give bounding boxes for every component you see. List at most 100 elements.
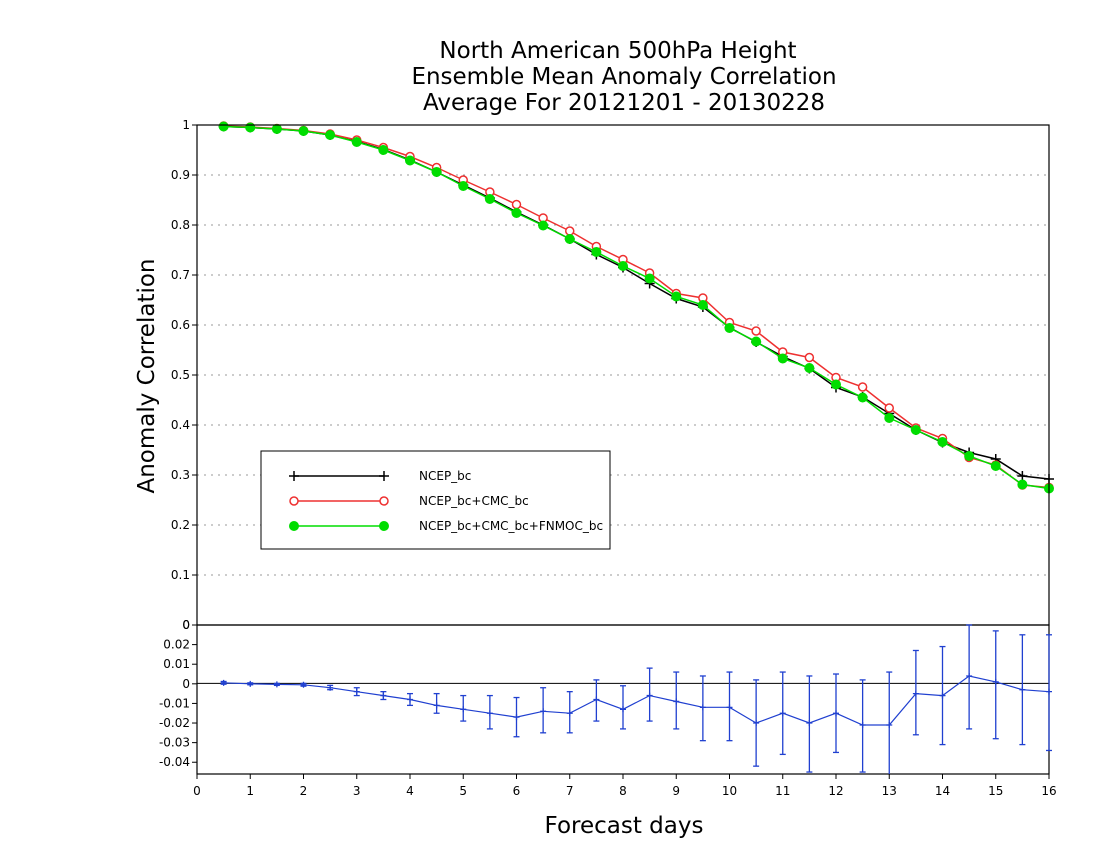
data-point: [910, 425, 921, 435]
data-point: [671, 291, 682, 302]
y-tick-label: 0: [182, 618, 190, 632]
data-point: [884, 403, 894, 413]
y-tick-label: 0: [182, 618, 190, 632]
data-point: [511, 199, 522, 210]
x-tick-label: 11: [775, 784, 790, 798]
data-point: [458, 181, 469, 191]
data-point: [751, 326, 761, 336]
legend-marker: [289, 496, 299, 506]
x-tick-label: 5: [459, 784, 467, 798]
y-tick-label: 0.7: [171, 268, 190, 282]
difference-point: [540, 708, 547, 715]
difference-point: [833, 710, 839, 717]
data-point: [857, 392, 868, 403]
y-axis-label: Anomaly Correlation: [134, 258, 160, 493]
y-tick-label: -0.01: [159, 696, 190, 710]
difference-point: [380, 692, 387, 699]
data-point: [564, 234, 575, 244]
difference-point: [992, 678, 999, 685]
legend-marker: [379, 521, 389, 531]
difference-point: [912, 690, 919, 697]
x-tick-label: 8: [619, 784, 627, 798]
data-point: [271, 124, 282, 134]
legend-items: NCEP_bc NCEP_bc+CMC_bc NCEP_bc+CMC_bc+FNMO…: [289, 469, 603, 533]
difference-point: [620, 706, 626, 713]
data-point: [591, 247, 602, 257]
series-line: [223, 125, 1050, 489]
difference-point: [1019, 686, 1026, 693]
difference-point: [247, 680, 254, 687]
legend-label: NCEP_bc+CMC_bc: [419, 494, 529, 508]
y-tick-label: 0.9: [171, 168, 190, 182]
difference-point: [486, 710, 493, 717]
data-point: [298, 126, 309, 136]
data-point: [1017, 479, 1028, 490]
legend-item: NCEP_bc+CMC_bc: [289, 494, 529, 508]
difference-point: [460, 706, 467, 713]
data-point: [751, 336, 762, 347]
difference-point: [273, 681, 280, 688]
x-tick-label: 12: [828, 784, 843, 798]
series-line: [223, 125, 1050, 490]
y-tick-label: 0.5: [171, 368, 190, 382]
data-point: [990, 461, 1001, 471]
difference-point: [939, 692, 946, 699]
chart-titles: North American 500hPa Height Ensemble Me…: [411, 38, 836, 116]
difference-point: [966, 672, 973, 679]
data-point: [618, 261, 628, 271]
data-point: [405, 155, 415, 166]
difference-line: [223, 675, 1050, 726]
data-point: [325, 130, 336, 140]
y-tick-label: 0.1: [171, 568, 190, 582]
chart-title-line-2: Ensemble Mean Anomaly Correlation: [411, 64, 836, 90]
data-point: [777, 353, 788, 364]
chart-title-line-3: Average For 20121201 - 20130228: [423, 90, 825, 116]
data-point: [964, 451, 975, 461]
x-tick-label: 16: [1041, 784, 1056, 798]
difference-point: [566, 710, 573, 717]
difference-point: [646, 692, 653, 699]
difference-point: [407, 696, 413, 703]
legend-label: NCEP_bc: [419, 469, 471, 483]
difference-point: [220, 679, 227, 686]
legend-box: [260, 450, 611, 550]
top-panel-y-ticks: 0 0.1 0.2 0.3 0.4 0.5 0.6 0.7 0.8 0.9 1: [171, 118, 197, 632]
data-point: [431, 167, 442, 177]
data-point: [697, 300, 708, 310]
data-point: [245, 122, 256, 133]
y-tick-label: 0.02: [163, 638, 190, 652]
x-tick-label: 7: [566, 784, 574, 798]
difference-point: [673, 698, 680, 705]
x-axis-label: Forecast days: [545, 813, 704, 839]
legend: NCEP_bc NCEP_bc+CMC_bc NCEP_bc+CMC_bc+FNMO…: [260, 450, 611, 550]
difference-point: [699, 704, 706, 711]
data-point: [565, 226, 575, 236]
bottom-panel-y-ticks: 0 0.02 0.01 0 -0.01 -0.02 -0.03 -0.04: [159, 618, 197, 769]
y-tick-label: 0.4: [171, 418, 190, 432]
y-tick-label: -0.04: [159, 755, 190, 769]
difference-point: [1046, 688, 1052, 695]
y-tick-label: 0: [182, 677, 190, 691]
legend-marker: [289, 521, 299, 531]
difference-point: [753, 720, 760, 727]
x-tick-label: 1: [246, 784, 254, 798]
difference-point: [726, 704, 733, 711]
series-1: [218, 121, 1054, 484]
y-tick-label: 1: [182, 118, 190, 132]
x-tick-label: 4: [406, 784, 414, 798]
data-point: [857, 382, 868, 392]
chart-title-line-1: North American 500hPa Height: [439, 38, 796, 64]
x-tick-label: 2: [300, 784, 308, 798]
difference-point: [806, 720, 813, 727]
x-tick-label: 9: [672, 784, 680, 798]
y-tick-label: -0.03: [159, 736, 190, 750]
x-tick-label: 3: [353, 784, 361, 798]
data-point: [538, 220, 549, 231]
data-point: [1017, 471, 1028, 481]
difference-point: [433, 702, 440, 709]
x-tick-label: 0: [193, 784, 201, 798]
data-point: [218, 121, 229, 132]
difference-point: [593, 696, 600, 703]
